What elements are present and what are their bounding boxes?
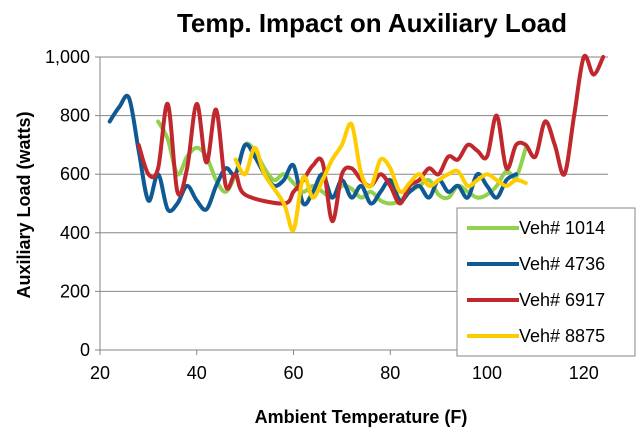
x-tick-label: 100	[472, 363, 502, 383]
legend: Veh# 1014 Veh# 4736 Veh# 6917 Veh# 8875	[456, 207, 636, 357]
y-axis-label: Auxiliary Load (watts)	[14, 111, 34, 298]
series-lines	[107, 53, 606, 233]
chart-title: Temp. Impact on Auxiliary Load	[177, 8, 567, 38]
y-tick-label: 0	[80, 340, 90, 360]
series-line-1	[156, 119, 528, 206]
y-tick-label: 1,000	[45, 47, 90, 67]
series-line-4	[233, 121, 528, 233]
y-tick-label: 200	[60, 281, 90, 301]
y-tick-label: 600	[60, 164, 90, 184]
series-line-3	[136, 53, 606, 224]
legend-label-3: Veh# 6917	[519, 290, 605, 310]
tick-labels: 0 200 400 600 800 1,000 20 40 60 80 100 120	[45, 47, 599, 383]
x-tick-label: 40	[187, 363, 207, 383]
legend-label-2: Veh# 4736	[519, 254, 605, 274]
legend-box	[456, 207, 636, 357]
y-tick-label: 400	[60, 223, 90, 243]
x-tick-label: 80	[380, 363, 400, 383]
legend-label-4: Veh# 8875	[519, 326, 605, 346]
y-tick-label: 800	[60, 106, 90, 126]
x-tick-label: 20	[90, 363, 110, 383]
series-line-2	[107, 93, 519, 213]
x-tick-label: 60	[284, 363, 304, 383]
x-axis-label: Ambient Temperature (F)	[255, 407, 468, 427]
x-tick-label: 120	[569, 363, 599, 383]
legend-label-1: Veh# 1014	[519, 218, 605, 238]
